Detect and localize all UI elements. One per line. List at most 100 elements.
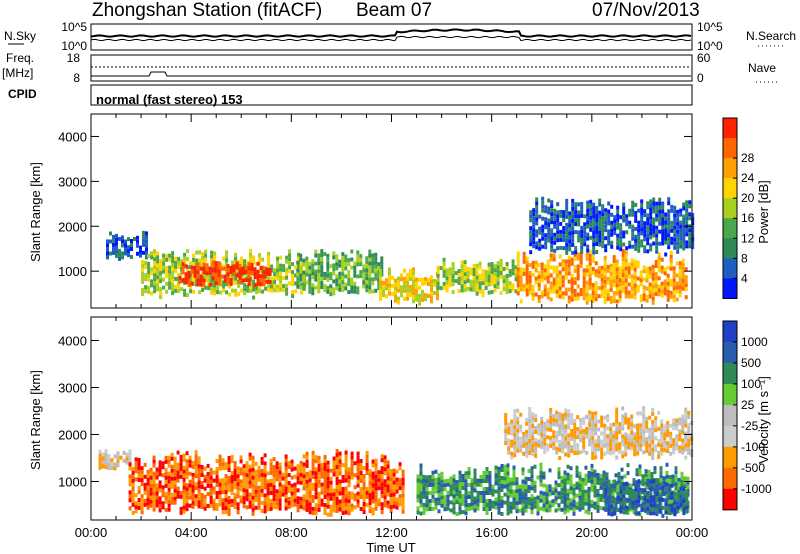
data-cell [288, 269, 292, 274]
data-cell [332, 472, 336, 477]
data-cell [177, 272, 181, 277]
data-cell [675, 422, 679, 427]
data-cell [639, 427, 643, 432]
data-cell [415, 281, 418, 286]
data-cell [624, 444, 628, 449]
data-cell [669, 443, 673, 448]
data-cell [664, 502, 668, 507]
data-cell [347, 483, 351, 488]
data-cell [643, 209, 647, 214]
data-cell [674, 486, 678, 491]
data-cell [415, 285, 418, 290]
data-cell [451, 274, 455, 279]
data-cell [266, 499, 270, 504]
data-cell [583, 238, 587, 243]
data-cell [421, 281, 424, 286]
data-cell [192, 257, 196, 262]
data-cell [634, 499, 638, 504]
data-cell [622, 214, 626, 219]
data-cell [284, 474, 288, 479]
data-cell [389, 505, 393, 510]
data-cell [516, 291, 520, 296]
data-cell [161, 461, 165, 466]
data-cell [524, 504, 528, 509]
data-cell [588, 253, 592, 258]
data-cell [666, 281, 670, 286]
data-cell [134, 493, 138, 498]
data-cell [570, 437, 574, 441]
data-cell [667, 201, 671, 206]
data-cell [615, 267, 619, 272]
data-cell [571, 242, 575, 247]
data-cell [350, 289, 354, 294]
data-cell [654, 284, 658, 288]
data-cell [602, 490, 606, 495]
data-cell [642, 418, 646, 423]
data-cell [374, 458, 378, 463]
data-cell [308, 494, 312, 499]
data-cell [664, 232, 668, 237]
data-cell [314, 487, 318, 492]
data-cell [588, 257, 592, 262]
data-cell [164, 491, 168, 496]
data-cell [305, 471, 309, 476]
data-cell [455, 484, 459, 489]
data-cell [311, 275, 315, 280]
data-cell [525, 264, 529, 269]
data-cell [609, 283, 613, 288]
data-cell [106, 243, 109, 248]
data-cell [347, 471, 351, 476]
data-cell [368, 497, 372, 502]
data-cell [666, 445, 670, 450]
data-cell [267, 263, 271, 268]
data-cell [568, 247, 572, 252]
data-cell [365, 284, 369, 289]
data-cell [195, 258, 199, 263]
data-cell [567, 279, 571, 284]
data-cell [202, 266, 206, 271]
data-cell [196, 282, 200, 287]
data-cell [633, 295, 637, 300]
data-cell [607, 479, 611, 484]
data-cell [622, 510, 626, 515]
data-cell [516, 259, 520, 264]
data-cell [592, 238, 596, 243]
data-cell [259, 274, 263, 279]
data-cell [637, 224, 641, 229]
data-cell [371, 479, 375, 484]
data-cell [491, 484, 495, 489]
data-cell [663, 432, 667, 437]
data-cell [293, 494, 297, 499]
data-cell [646, 221, 650, 226]
data-cell [508, 269, 512, 274]
data-cell [317, 285, 321, 290]
data-cell [624, 270, 628, 275]
data-cell [579, 288, 583, 292]
data-cell [131, 490, 135, 495]
data-cell [585, 272, 589, 277]
data-cell [296, 508, 300, 513]
data-cell [592, 250, 596, 255]
data-cell [308, 474, 312, 479]
data-cell [385, 282, 388, 287]
data-cell [397, 288, 400, 293]
data-cell [627, 437, 631, 442]
data-cell [220, 274, 224, 279]
data-cell [621, 285, 625, 289]
data-cell [380, 256, 384, 261]
data-cell [649, 215, 653, 220]
data-cell [542, 507, 546, 512]
data-cell [400, 289, 403, 294]
data-cell [665, 494, 669, 499]
data-cell [314, 507, 318, 512]
data-cell [676, 249, 680, 254]
data-cell [624, 452, 628, 457]
data-cell [461, 478, 465, 482]
data-cell [476, 490, 480, 495]
data-cell [601, 212, 605, 217]
data-cell [651, 435, 655, 440]
data-cell [687, 447, 691, 451]
data-cell [463, 264, 467, 269]
data-cell [544, 225, 548, 230]
data-cell [531, 424, 535, 429]
